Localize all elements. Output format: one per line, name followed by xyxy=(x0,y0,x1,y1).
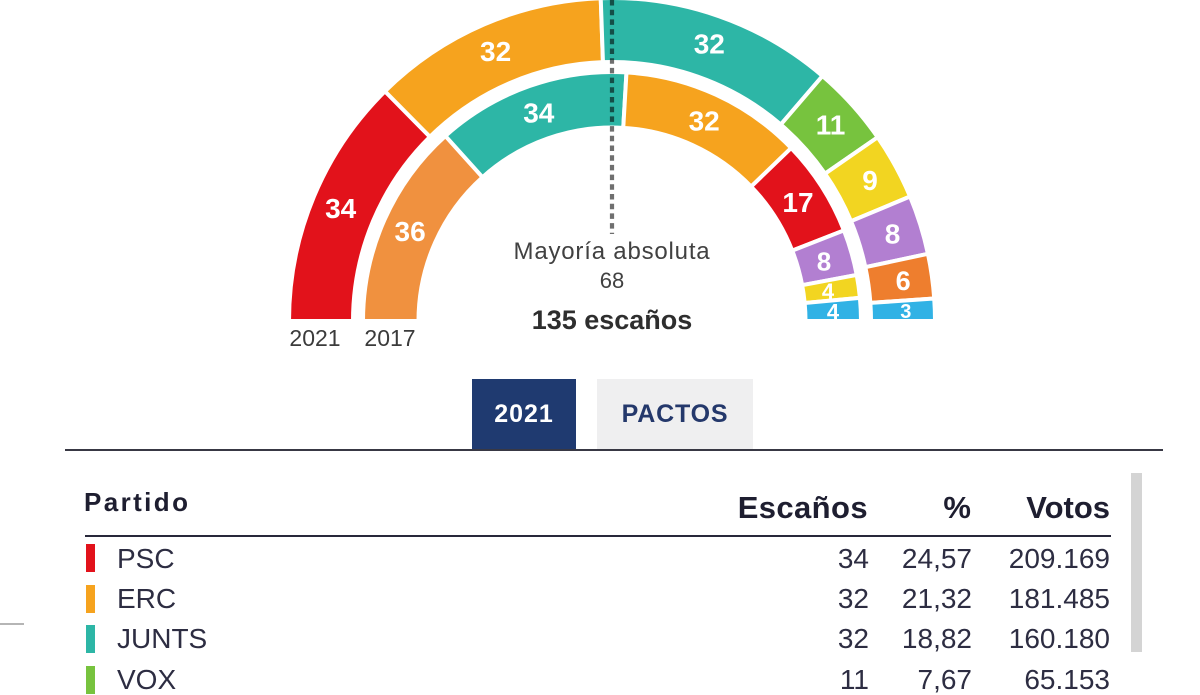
svg-text:17: 17 xyxy=(782,187,813,218)
svg-text:6: 6 xyxy=(896,266,911,296)
svg-text:4: 4 xyxy=(822,279,835,304)
svg-text:32: 32 xyxy=(689,105,720,136)
svg-text:3: 3 xyxy=(900,301,911,323)
svg-text:34: 34 xyxy=(325,193,357,224)
svg-text:8: 8 xyxy=(817,246,831,276)
svg-text:4: 4 xyxy=(827,300,840,325)
svg-text:8: 8 xyxy=(885,218,901,249)
svg-text:9: 9 xyxy=(862,165,878,196)
svg-text:34: 34 xyxy=(523,98,555,129)
svg-text:11: 11 xyxy=(816,109,846,140)
svg-text:36: 36 xyxy=(395,216,426,247)
svg-text:32: 32 xyxy=(694,29,725,60)
svg-text:32: 32 xyxy=(480,36,511,67)
